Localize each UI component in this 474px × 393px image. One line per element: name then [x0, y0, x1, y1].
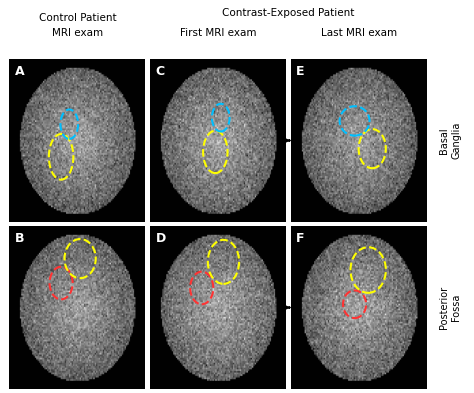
Text: C: C — [155, 66, 164, 79]
Text: MRI exam: MRI exam — [52, 28, 103, 39]
Text: B: B — [15, 233, 25, 246]
Text: F: F — [296, 233, 305, 246]
Text: Basal
Ganglia: Basal Ganglia — [439, 122, 461, 159]
Text: First MRI exam: First MRI exam — [180, 28, 256, 39]
Text: D: D — [155, 233, 166, 246]
Text: A: A — [15, 66, 25, 79]
Text: Contrast-Exposed Patient: Contrast-Exposed Patient — [222, 8, 355, 18]
Text: Control Patient: Control Patient — [38, 13, 116, 23]
Text: Last MRI exam: Last MRI exam — [320, 28, 397, 39]
Text: Posterior
Fossa: Posterior Fossa — [439, 286, 461, 329]
Text: E: E — [296, 66, 305, 79]
